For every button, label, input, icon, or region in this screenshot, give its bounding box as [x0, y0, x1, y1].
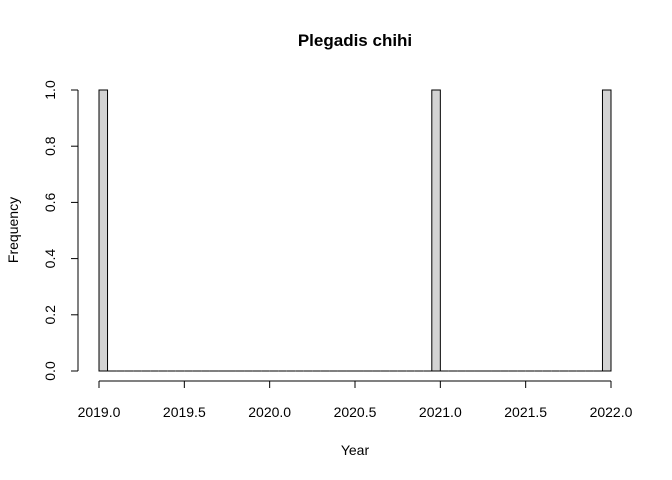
y-tick-label: 0.6 [42, 192, 58, 212]
x-tick-label: 2020.5 [334, 404, 377, 420]
x-tick-label: 2021.5 [504, 404, 547, 420]
histogram-bar [98, 89, 109, 372]
x-tick-label: 2020.0 [248, 404, 291, 420]
chart-title: Plegadis chihi [298, 31, 412, 50]
histogram-bar [601, 89, 612, 372]
x-tick-label: 2019.0 [78, 404, 121, 420]
x-tick-label: 2022.0 [590, 404, 633, 420]
x-tick-label: 2019.5 [163, 404, 206, 420]
y-tick-label: 1.0 [42, 80, 58, 100]
y-tick-label: 0.4 [42, 249, 58, 269]
histogram-bar [431, 89, 441, 372]
y-tick-label: 0.2 [42, 305, 58, 325]
y-tick-label: 0.0 [42, 361, 58, 381]
y-axis-label: Frequency [5, 197, 21, 263]
x-tick-label: 2021.0 [419, 404, 462, 420]
y-tick-label: 0.8 [42, 136, 58, 156]
plot-area: 2019.0 2019.5 2020.0 2020.5 2021.0 2021.5 2022… [42, 80, 633, 420]
x-axis-label: Year [341, 442, 370, 458]
